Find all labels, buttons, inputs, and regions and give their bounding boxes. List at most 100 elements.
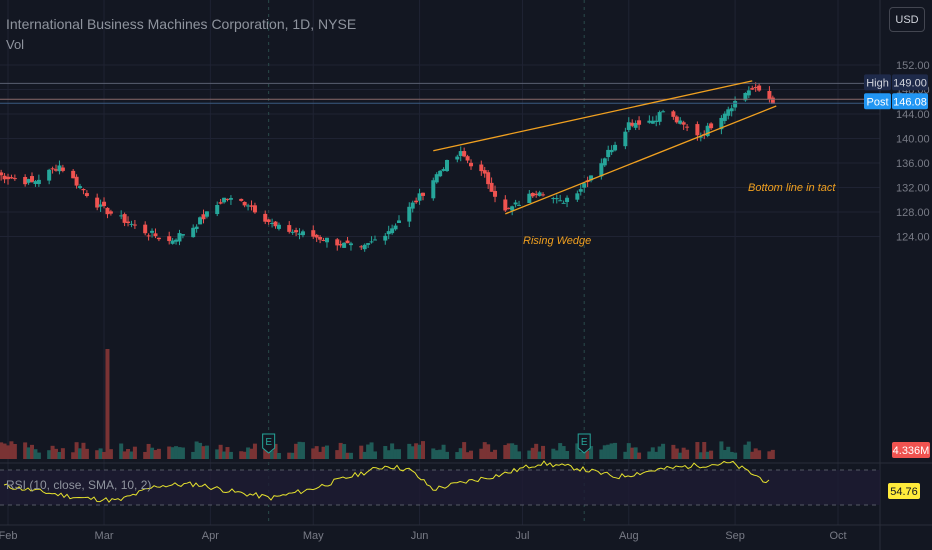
- volume-bar: [554, 450, 559, 459]
- volume-bar: [170, 447, 175, 459]
- volume-bar: [685, 449, 690, 459]
- volume-bar: [369, 442, 374, 459]
- volume-bar: [575, 443, 580, 459]
- volume-legend-label[interactable]: Vol: [6, 37, 25, 52]
- candle-body: [180, 234, 185, 236]
- volume-bar: [698, 452, 703, 459]
- candle-body: [129, 223, 134, 225]
- candle-body: [84, 193, 89, 197]
- candle-body: [383, 235, 388, 241]
- candle-body: [722, 113, 727, 121]
- candle-body: [729, 108, 734, 112]
- price-tick-label: 128.00: [896, 207, 930, 219]
- volume-bar: [174, 446, 179, 459]
- earnings-marker-label: E: [265, 437, 272, 448]
- volume-bar: [297, 441, 302, 459]
- volume-bar: [561, 446, 566, 459]
- candle-body: [263, 213, 268, 222]
- post-tag-value: 146.08: [893, 96, 927, 108]
- candle-body: [98, 204, 103, 207]
- candle-body: [561, 202, 566, 204]
- candle-body: [493, 190, 498, 197]
- volume-bar: [726, 446, 731, 459]
- candle-body: [438, 170, 443, 177]
- candle-body: [314, 234, 319, 238]
- volume-bar: [414, 443, 419, 459]
- volume-bar: [558, 443, 563, 459]
- volume-bar: [201, 446, 206, 459]
- volume-bar: [705, 451, 710, 459]
- candle-body: [770, 97, 775, 104]
- volume-bar: [225, 447, 230, 459]
- candle-body: [527, 193, 532, 203]
- volume-bar: [342, 444, 347, 459]
- price-tick-label: 136.00: [896, 158, 930, 170]
- candle-body: [74, 176, 79, 186]
- volume-bar: [465, 452, 470, 459]
- candle-body: [311, 230, 316, 237]
- candle-body: [0, 172, 4, 176]
- candle-body: [551, 198, 556, 200]
- volume-bar: [421, 441, 425, 459]
- volume-bar: [105, 349, 110, 459]
- volume-bar: [6, 445, 10, 459]
- candle-body: [434, 174, 439, 183]
- candle-body: [647, 120, 652, 123]
- post-tag-label: Post: [866, 96, 888, 108]
- candle-body: [534, 193, 539, 196]
- volume-bar: [431, 448, 436, 459]
- volume-bar: [506, 443, 511, 459]
- volume-bar: [273, 443, 278, 459]
- candle-body: [503, 199, 508, 211]
- volume-bar: [359, 445, 364, 459]
- candle-body: [709, 123, 714, 129]
- candle-body: [479, 164, 484, 172]
- candle-body: [372, 239, 377, 241]
- candle-body: [465, 156, 470, 161]
- candle-body: [239, 198, 244, 201]
- candle-body: [705, 125, 710, 137]
- candle-body: [654, 120, 659, 123]
- volume-bar: [324, 445, 329, 459]
- currency-button[interactable]: USD: [889, 7, 925, 32]
- volume-bar: [722, 450, 727, 459]
- candle-body: [150, 230, 155, 233]
- volume-bar: [81, 442, 86, 459]
- rsi-legend-label[interactable]: RSI (10, close, SMA, 10, 2): [6, 478, 152, 492]
- candle-body: [270, 222, 275, 224]
- volume-bar: [650, 447, 655, 459]
- candle-body: [198, 217, 203, 225]
- volume-bar: [469, 450, 474, 459]
- candle-body: [753, 87, 758, 89]
- volume-bar: [122, 451, 127, 459]
- volume-bar: [119, 443, 124, 459]
- candle-body: [108, 211, 113, 214]
- volume-bar: [729, 451, 734, 459]
- volume-bar: [541, 445, 546, 459]
- candle-body: [630, 122, 635, 126]
- candle-body: [414, 200, 419, 203]
- candle-body: [661, 111, 666, 113]
- time-tick-label: Jun: [411, 530, 429, 542]
- volume-bar: [441, 444, 446, 459]
- candle-body: [60, 167, 65, 171]
- candle-body: [105, 207, 110, 215]
- volume-bar: [335, 450, 340, 459]
- volume-bar: [757, 450, 762, 459]
- volume-bar: [517, 451, 522, 459]
- volume-bar: [74, 442, 79, 459]
- volume-bar: [30, 444, 35, 459]
- candle-body: [345, 240, 350, 244]
- volume-bar: [71, 452, 76, 459]
- volume-bar: [167, 446, 172, 459]
- candle-body: [266, 219, 271, 222]
- price-levels: [0, 82, 880, 104]
- volume-bars: [0, 349, 775, 459]
- candle-body: [623, 131, 628, 147]
- rsi-tag-bg: [888, 483, 920, 499]
- candle-body: [132, 224, 137, 226]
- candlestick-series: [0, 82, 775, 252]
- volume-bar: [417, 444, 422, 459]
- volume-bar: [102, 451, 107, 459]
